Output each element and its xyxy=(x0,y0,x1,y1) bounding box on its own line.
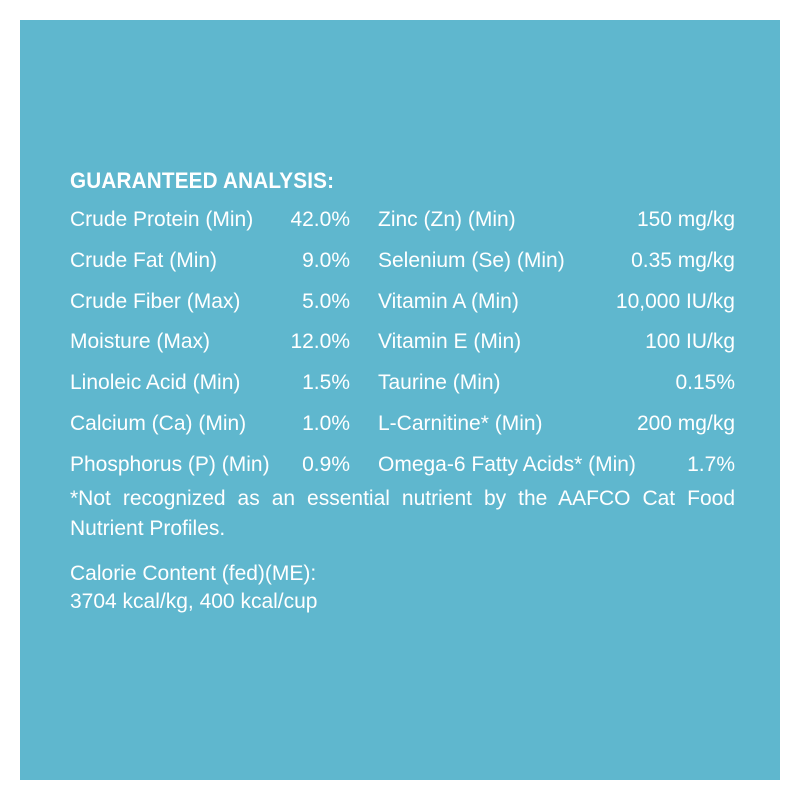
calorie-content: Calorie Content (fed)(ME): 3704 kcal/kg,… xyxy=(70,560,735,616)
nutrient-label: Zinc (Zn) (Min) xyxy=(378,208,516,231)
nutrient-label: Calcium (Ca) (Min) xyxy=(70,411,247,435)
nutrient-value: 42.0% xyxy=(290,208,350,231)
nutrient-value: 150 mg/kg xyxy=(636,208,735,231)
analysis-row: Linoleic Acid (Min) 1.5% xyxy=(70,369,350,410)
nutrient-value: 5.0% xyxy=(302,289,350,313)
analysis-row: Crude Fiber (Max) 5.0% xyxy=(70,288,350,329)
nutrient-value: 9.0% xyxy=(302,248,350,272)
nutrient-label: Linoleic Acid (Min) xyxy=(70,371,241,395)
analysis-row: Omega-6 Fatty Acids* (Min) 1.7% xyxy=(350,451,735,492)
nutrient-value: 200 mg/kg xyxy=(636,411,735,435)
analysis-row: L-Carnitine* (Min) 200 mg/kg xyxy=(350,410,735,451)
nutrient-value: 1.5% xyxy=(302,371,350,395)
footnote: *Not recognized as an essential nutrient… xyxy=(70,486,735,540)
nutrient-value: 0.9% xyxy=(302,452,350,476)
nutrient-label: Selenium (Se) (Min) xyxy=(378,248,565,272)
nutrient-value: 100 IU/kg xyxy=(645,330,735,354)
analysis-row: Vitamin A (Min) 10,000 IU/kg xyxy=(350,288,735,329)
calorie-title: Calorie Content (fed)(ME): xyxy=(70,561,317,585)
analysis-row: Vitamin E (Min) 100 IU/kg xyxy=(350,328,735,369)
nutrient-value: 0.15% xyxy=(675,371,735,395)
nutrient-value: 0.35 mg/kg xyxy=(631,248,735,272)
nutrient-label: L-Carnitine* (Min) xyxy=(378,411,543,435)
nutrient-value: 1.7% xyxy=(687,452,735,476)
nutrient-label: Vitamin E (Min) xyxy=(378,330,522,354)
calorie-value: 3704 kcal/kg, 400 kcal/cup xyxy=(70,589,318,613)
nutrient-value: 1.0% xyxy=(302,411,350,435)
analysis-grid: Crude Protein (Min) 42.0% Crude Fat (Min… xyxy=(70,206,735,492)
nutrient-value: 12.0% xyxy=(290,330,350,354)
nutrient-label: Moisture (Max) xyxy=(70,330,211,354)
nutrient-label: Crude Protein (Min) xyxy=(70,208,254,231)
nutrition-panel: GUARANTEED ANALYSIS: Crude Protein (Min)… xyxy=(20,20,780,780)
analysis-row: Crude Protein (Min) 42.0% xyxy=(70,206,350,247)
analysis-row: Crude Fat (Min) 9.0% xyxy=(70,247,350,288)
analysis-right-column: Zinc (Zn) (Min) 150 mg/kg Selenium (Se) … xyxy=(350,206,735,492)
analysis-row: Selenium (Se) (Min) 0.35 mg/kg xyxy=(350,247,735,288)
analysis-row: Calcium (Ca) (Min) 1.0% xyxy=(70,410,350,451)
nutrient-value: 10,000 IU/kg xyxy=(615,289,735,313)
guaranteed-analysis-section: GUARANTEED ANALYSIS: Crude Protein (Min)… xyxy=(70,170,735,616)
section-heading: GUARANTEED ANALYSIS: xyxy=(70,168,335,193)
nutrient-label: Taurine (Min) xyxy=(378,371,501,395)
analysis-row: Zinc (Zn) (Min) 150 mg/kg xyxy=(350,206,735,247)
nutrient-label: Crude Fiber (Max) xyxy=(70,289,241,313)
analysis-row: Moisture (Max) 12.0% xyxy=(70,328,350,369)
analysis-row: Phosphorus (P) (Min) 0.9% xyxy=(70,451,350,492)
analysis-row: Taurine (Min) 0.15% xyxy=(350,369,735,410)
analysis-left-column: Crude Protein (Min) 42.0% Crude Fat (Min… xyxy=(70,206,350,492)
nutrient-label: Crude Fat (Min) xyxy=(70,248,218,272)
nutrient-label: Vitamin A (Min) xyxy=(378,289,519,313)
nutrient-label: Omega-6 Fatty Acids* (Min) xyxy=(378,452,636,476)
nutrient-label: Phosphorus (P) (Min) xyxy=(70,452,270,476)
